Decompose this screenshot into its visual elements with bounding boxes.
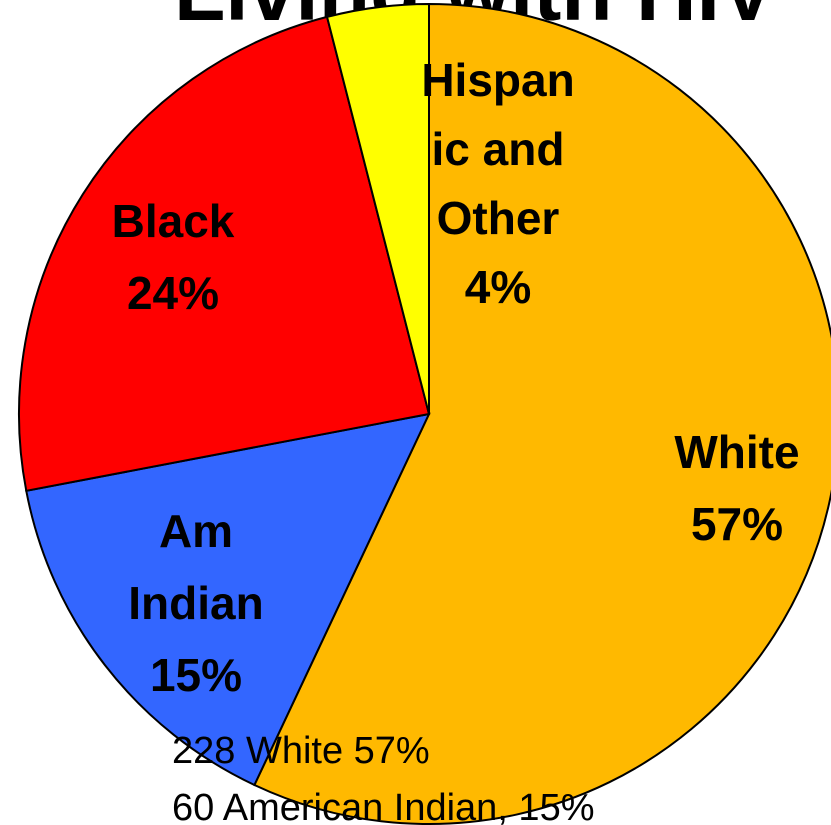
slice-label-line: Other — [437, 192, 560, 244]
pie-slices — [18, 2, 831, 825]
pie-slice-black — [18, 15, 431, 492]
slice-label-line: Hispan — [421, 54, 574, 106]
slice-label-black: Black 24% — [112, 195, 235, 319]
slice-label-line: 15% — [150, 649, 242, 701]
slice-label-line: ic and — [432, 123, 565, 175]
slice-label-line: Indian — [128, 577, 263, 629]
slice-label-line: 24% — [127, 267, 219, 319]
slice-label-line: 4% — [465, 261, 531, 313]
annotation-white: 228 White 57% — [172, 730, 430, 772]
pie-slice-white — [253, 2, 831, 825]
pie-slice-am-indian — [25, 412, 431, 787]
pie-slice-hispanic-and-other — [325, 2, 430, 415]
slice-labels: White 57% Am Indian 15% Black 24% Hispan ic and O… — [112, 54, 800, 701]
slice-label-line: White — [674, 426, 799, 478]
slice-label-hispanic-and-other: Hispan ic and Other 4% — [421, 54, 574, 313]
slice-label-line: 57% — [691, 498, 783, 550]
slice-label-line: Black — [112, 195, 235, 247]
slice-label-white: White 57% — [674, 426, 799, 550]
slice-label-am-indian: Am Indian 15% — [128, 505, 263, 701]
slice-label-line: Am — [159, 505, 233, 557]
annotation-american-indian: 60 American Indian, 15% — [172, 787, 595, 825]
